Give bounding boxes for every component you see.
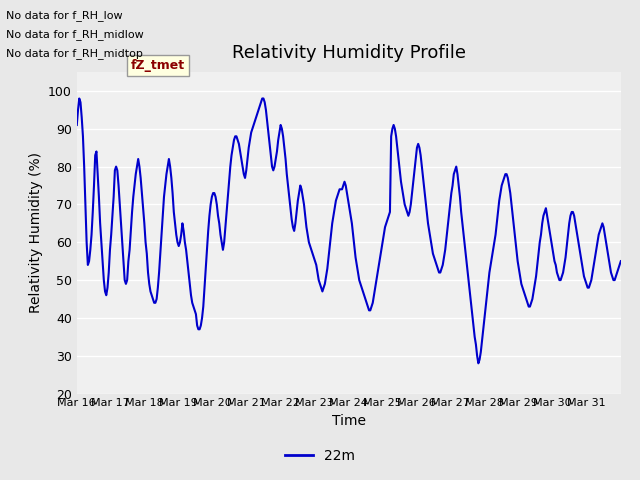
Text: fZ_tmet: fZ_tmet <box>131 59 186 72</box>
Text: No data for f_RH_midtop: No data for f_RH_midtop <box>6 48 143 59</box>
Text: No data for f_RH_midlow: No data for f_RH_midlow <box>6 29 144 40</box>
Text: No data for f_RH_low: No data for f_RH_low <box>6 10 123 21</box>
Y-axis label: Relativity Humidity (%): Relativity Humidity (%) <box>29 152 42 313</box>
Legend: 22m: 22m <box>280 443 360 468</box>
Title: Relativity Humidity Profile: Relativity Humidity Profile <box>232 44 466 62</box>
X-axis label: Time: Time <box>332 414 366 428</box>
